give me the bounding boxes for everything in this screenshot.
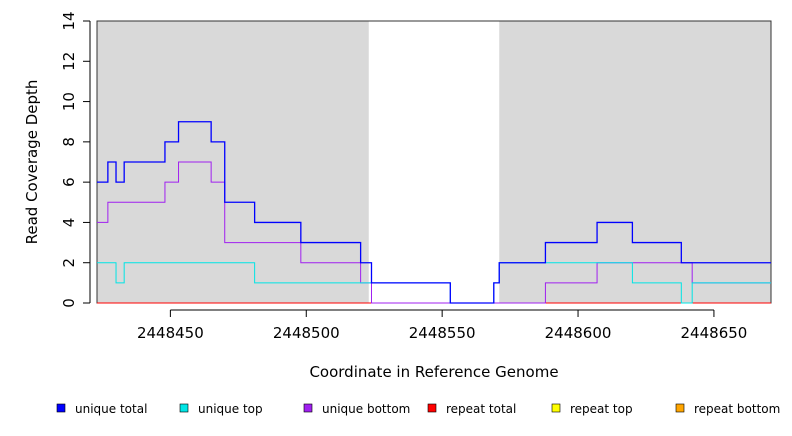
series-line-unique-total xyxy=(97,121,771,304)
shaded-region-2 xyxy=(499,21,771,303)
legend-swatch-unique-top xyxy=(179,403,189,413)
legend-label-unique-top: unique top xyxy=(198,402,263,416)
x-axis: 2448450 2448500 2448550 2448600 2448650 xyxy=(137,309,748,342)
legend-label-repeat-total: repeat total xyxy=(446,402,516,416)
y-tick-label: 4 xyxy=(60,218,78,228)
legend-swatch-unique-total xyxy=(56,403,66,413)
legend-label-unique-total: unique total xyxy=(75,402,147,416)
y-tick-label: 8 xyxy=(60,137,78,147)
y-axis-title: Read Coverage Depth xyxy=(23,80,41,245)
x-axis-title: Coordinate in Reference Genome xyxy=(309,363,558,381)
x-tick-label: 2448550 xyxy=(409,324,476,342)
x-tick-label: 2448600 xyxy=(545,324,612,342)
legend-swatch-repeat-top xyxy=(551,403,561,413)
legend-label-repeat-bottom: repeat bottom xyxy=(694,402,780,416)
series-line-unique-bottom xyxy=(97,161,771,304)
legend-label-unique-bottom: unique bottom xyxy=(322,402,410,416)
y-tick-label: 14 xyxy=(60,11,78,30)
x-tick-label: 2448450 xyxy=(137,324,204,342)
y-tick-label: 2 xyxy=(60,258,78,268)
series-layer xyxy=(97,121,771,304)
legend: unique total unique top unique bottom repea… xyxy=(56,402,780,416)
legend-label-repeat-top: repeat top xyxy=(570,402,633,416)
y-tick-label: 10 xyxy=(60,92,78,111)
legend-swatch-repeat-bottom xyxy=(675,403,685,413)
legend-swatch-unique-bottom xyxy=(303,403,313,413)
x-tick-label: 2448500 xyxy=(273,324,340,342)
y-axis: 0 2 4 6 8 10 12 14 xyxy=(60,11,91,308)
shaded-regions xyxy=(97,21,771,303)
y-tick-label: 6 xyxy=(60,177,78,187)
y-tick-label: 12 xyxy=(60,52,78,71)
legend-swatch-repeat-total xyxy=(427,403,437,413)
y-tick-label: 0 xyxy=(60,298,78,308)
x-tick-label: 2448650 xyxy=(681,324,748,342)
